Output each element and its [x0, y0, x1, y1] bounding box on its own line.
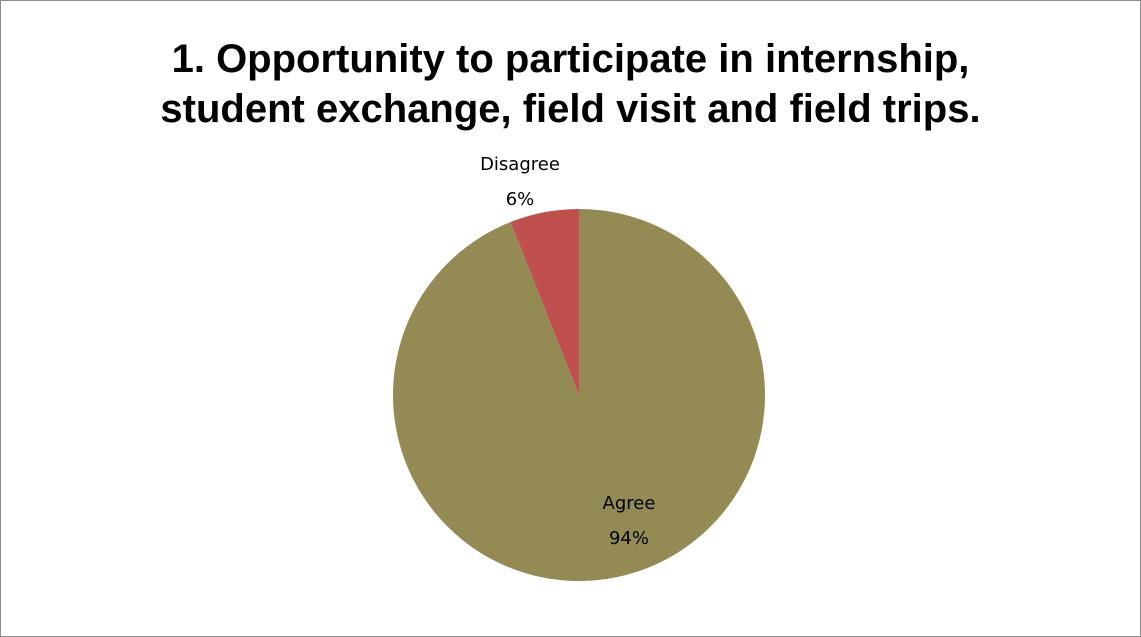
slice-label-agree-name: Agree	[603, 493, 656, 514]
pie-slice-disagree	[510, 209, 579, 395]
pie-slice-agree	[392, 209, 765, 581]
chart-title-line-1: 1. Opportunity to participate in interns…	[171, 37, 970, 81]
chart-title: 1. Opportunity to participate in interns…	[0, 34, 1141, 134]
pie-labels: Agree 94% Disagree 6%	[480, 154, 655, 549]
pie-slices	[392, 209, 765, 581]
slice-label-disagree-percent: 6%	[506, 189, 535, 210]
chart-title-line-2: student exchange, field visit and field …	[160, 87, 981, 131]
slice-label-agree-percent: 94%	[609, 528, 649, 549]
slice-label-disagree-name: Disagree	[480, 154, 560, 175]
